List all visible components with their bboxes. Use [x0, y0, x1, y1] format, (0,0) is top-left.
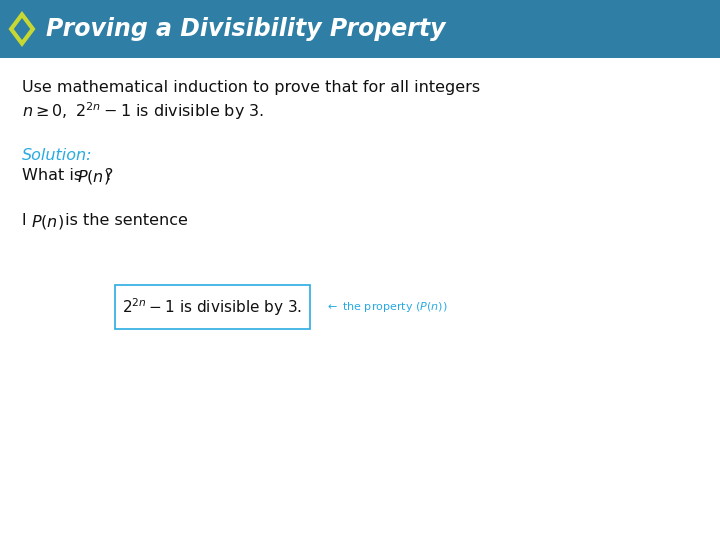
Text: Solution:: Solution:: [22, 148, 92, 163]
Text: ?: ?: [105, 168, 113, 183]
Text: $P(n)$: $P(n)$: [77, 168, 110, 186]
Text: $2^{2n} - 1$ is divisible by 3.: $2^{2n} - 1$ is divisible by 3.: [122, 296, 302, 318]
FancyBboxPatch shape: [115, 285, 310, 329]
Text: $P(n)$: $P(n)$: [31, 213, 64, 231]
Text: Use mathematical induction to prove that for all integers: Use mathematical induction to prove that…: [22, 80, 480, 95]
Text: What is: What is: [22, 168, 87, 183]
Text: is the sentence: is the sentence: [60, 213, 188, 228]
Bar: [0, 0, 720, 58]
Text: l: l: [22, 213, 32, 228]
Text: $\leftarrow$ the property ($P(n)$): $\leftarrow$ the property ($P(n)$): [325, 300, 448, 314]
Text: Proving a Divisibility Property: Proving a Divisibility Property: [46, 17, 446, 41]
Text: $n \geq 0,\ 2^{2n} - 1$ is divisible by 3.: $n \geq 0,\ 2^{2n} - 1$ is divisible by …: [22, 100, 264, 122]
Polygon shape: [14, 18, 30, 40]
Polygon shape: [9, 11, 35, 47]
